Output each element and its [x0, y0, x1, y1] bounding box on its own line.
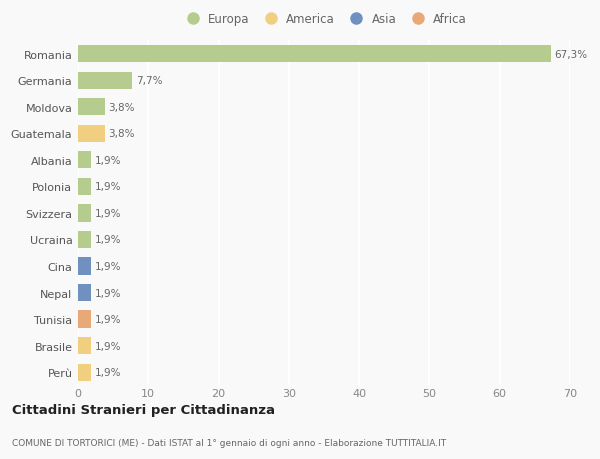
Text: COMUNE DI TORTORICI (ME) - Dati ISTAT al 1° gennaio di ogni anno - Elaborazione : COMUNE DI TORTORICI (ME) - Dati ISTAT al…: [12, 438, 446, 447]
Text: 1,9%: 1,9%: [95, 288, 121, 298]
Text: 1,9%: 1,9%: [95, 208, 121, 218]
Bar: [78, 125, 105, 143]
Text: 1,9%: 1,9%: [95, 182, 121, 192]
Text: 3,8%: 3,8%: [108, 102, 135, 112]
Bar: [78, 179, 91, 196]
Legend: Europa, America, Asia, Africa: Europa, America, Asia, Africa: [179, 11, 469, 28]
Text: 3,8%: 3,8%: [108, 129, 135, 139]
Bar: [78, 152, 91, 169]
Text: 1,9%: 1,9%: [95, 235, 121, 245]
Text: 67,3%: 67,3%: [554, 50, 587, 60]
Bar: [78, 73, 132, 90]
Bar: [78, 311, 91, 328]
Bar: [78, 205, 91, 222]
Text: Cittadini Stranieri per Cittadinanza: Cittadini Stranieri per Cittadinanza: [12, 403, 275, 416]
Text: 1,9%: 1,9%: [95, 156, 121, 165]
Bar: [78, 46, 551, 63]
Bar: [78, 258, 91, 275]
Bar: [78, 99, 105, 116]
Bar: [78, 284, 91, 302]
Text: 1,9%: 1,9%: [95, 314, 121, 325]
Text: 1,9%: 1,9%: [95, 367, 121, 377]
Bar: [78, 364, 91, 381]
Bar: [78, 231, 91, 248]
Text: 1,9%: 1,9%: [95, 341, 121, 351]
Bar: [78, 337, 91, 354]
Text: 7,7%: 7,7%: [136, 76, 162, 86]
Text: 1,9%: 1,9%: [95, 262, 121, 271]
